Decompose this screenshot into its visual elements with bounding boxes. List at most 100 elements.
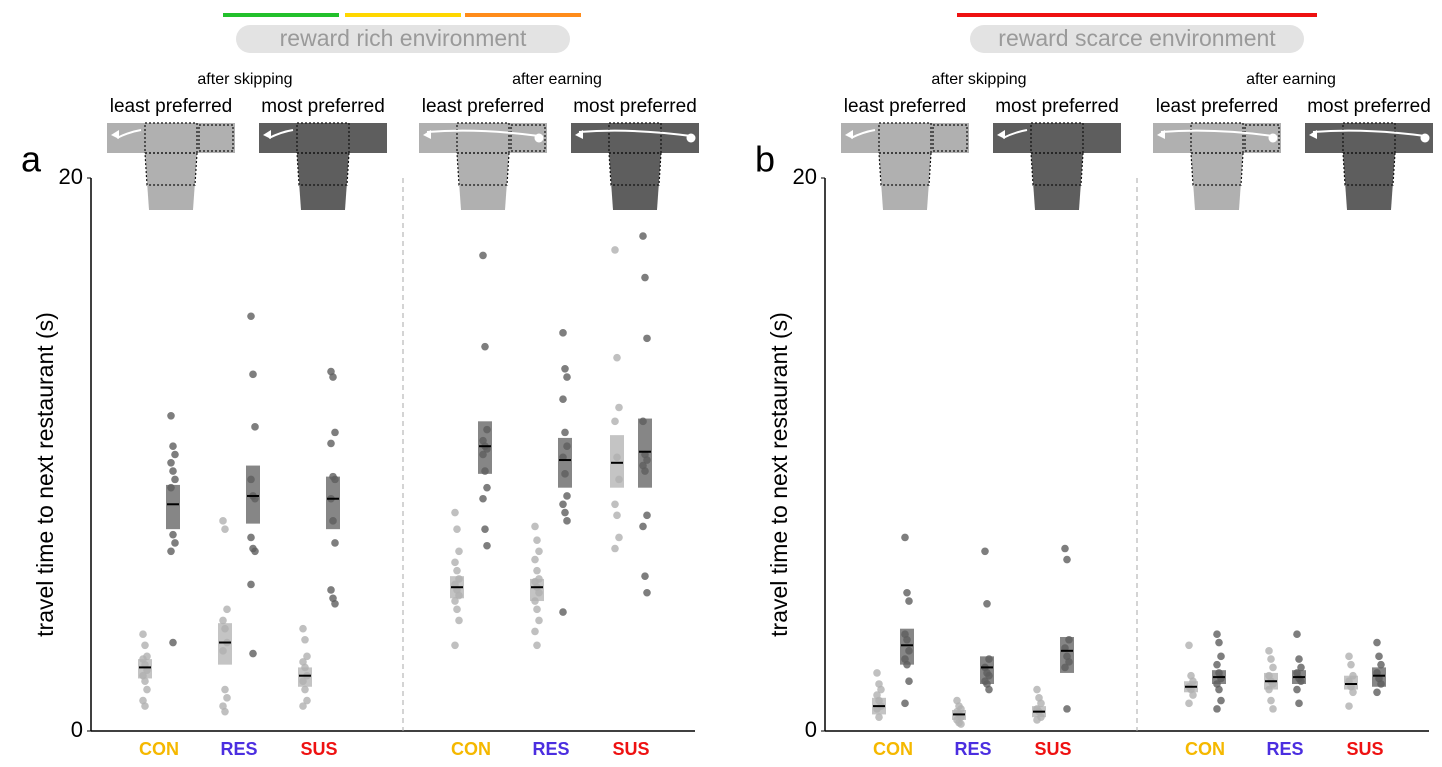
data-point	[1269, 663, 1277, 672]
data-point	[641, 273, 649, 282]
maze-reward	[1268, 133, 1278, 143]
preference-label: most preferred	[1307, 96, 1431, 117]
data-point	[643, 456, 651, 464]
data-point	[1293, 630, 1301, 639]
data-point	[561, 470, 569, 478]
environment-bar	[465, 13, 581, 17]
data-point	[639, 522, 647, 531]
data-point	[903, 588, 911, 597]
data-point	[141, 677, 149, 686]
y-tick-label: 20	[793, 164, 817, 189]
data-point	[223, 605, 231, 614]
environment-pill	[970, 25, 1304, 53]
data-point	[615, 475, 623, 484]
maze-arm	[841, 123, 969, 153]
data-point	[139, 630, 147, 639]
data-point	[251, 547, 259, 556]
data-point	[875, 713, 883, 721]
data-point	[221, 525, 229, 533]
data-point	[1293, 685, 1301, 694]
maze-arrowhead	[575, 130, 583, 139]
data-point	[1297, 677, 1305, 686]
preference-label: least preferred	[422, 96, 545, 117]
maze-zone	[932, 124, 968, 152]
data-point	[1213, 705, 1221, 713]
data-point	[1061, 663, 1069, 672]
maze-zone	[878, 152, 932, 186]
data-point	[533, 605, 541, 614]
maze-icon	[107, 122, 235, 210]
data-point	[905, 647, 913, 655]
environment-bar	[223, 13, 339, 17]
data-point	[331, 475, 339, 484]
data-point	[643, 334, 651, 343]
data-point	[639, 417, 647, 426]
data-point	[1185, 699, 1193, 708]
maze-arm	[107, 123, 235, 153]
data-point	[1265, 647, 1273, 655]
data-point	[641, 467, 649, 475]
data-point	[299, 624, 307, 633]
maze-arrow	[116, 129, 142, 139]
environment-bar	[957, 13, 1317, 17]
data-point	[559, 329, 567, 337]
data-point	[1063, 705, 1071, 713]
data-point	[535, 616, 543, 625]
data-point	[329, 373, 337, 381]
data-point	[563, 373, 571, 381]
data-point	[563, 517, 571, 525]
data-point	[611, 417, 619, 426]
maze-arrow	[268, 129, 294, 139]
data-point	[481, 525, 489, 533]
category-label: RES	[220, 739, 257, 759]
data-point	[559, 608, 567, 616]
data-point	[1213, 660, 1221, 669]
data-point	[247, 475, 255, 484]
maze-reward	[1420, 133, 1430, 143]
data-point	[331, 600, 339, 608]
data-point	[561, 508, 569, 517]
data-point	[167, 547, 175, 556]
data-point	[171, 475, 179, 484]
data-point	[561, 428, 569, 437]
data-point	[533, 566, 541, 575]
data-point	[1345, 702, 1353, 710]
maze-arm	[993, 123, 1121, 153]
data-point	[985, 655, 993, 663]
maze-icon	[259, 122, 387, 210]
data-point	[249, 649, 257, 658]
preference-label: most preferred	[573, 96, 697, 117]
data-point	[453, 605, 461, 614]
data-point	[479, 450, 487, 459]
maze-stem	[1031, 153, 1083, 210]
data-point	[141, 641, 149, 650]
data-point	[533, 536, 541, 545]
y-axis-label: travel time to next restaurant (s)	[766, 312, 792, 637]
data-point	[1213, 630, 1221, 639]
data-point	[451, 597, 459, 605]
maze-reward	[686, 133, 696, 143]
maze-icon	[841, 122, 969, 210]
data-point	[453, 566, 461, 575]
data-point	[169, 530, 177, 539]
data-point	[983, 600, 991, 608]
data-point	[613, 511, 621, 520]
category-label: RES	[1266, 739, 1303, 759]
category-label: CON	[139, 739, 179, 759]
ci-box	[166, 484, 180, 530]
data-point	[247, 533, 255, 542]
data-point	[903, 660, 911, 669]
data-point	[957, 720, 965, 728]
data-point	[531, 555, 539, 564]
maze-arrow	[1160, 129, 1274, 137]
y-tick-label: 0	[805, 717, 817, 742]
data-point	[221, 685, 229, 694]
data-point	[981, 547, 989, 556]
data-point	[453, 525, 461, 533]
data-point	[219, 616, 227, 625]
data-point	[1349, 671, 1357, 680]
data-point	[1033, 685, 1041, 694]
maze-arrow	[426, 129, 540, 137]
maze-icon	[571, 122, 699, 210]
maze-reward	[534, 133, 544, 143]
